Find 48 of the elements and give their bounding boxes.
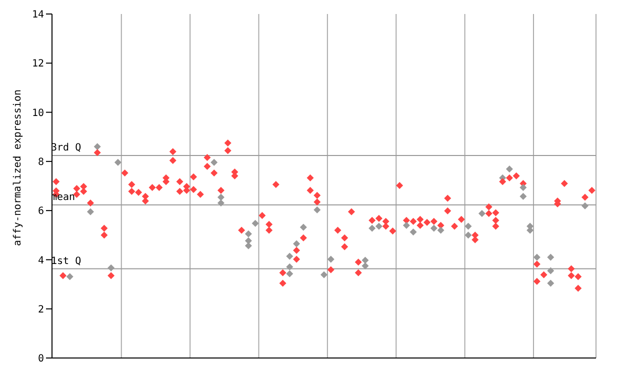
point [382, 222, 390, 230]
y-tick-label: 12 [32, 58, 44, 70]
point [266, 226, 273, 234]
point [224, 147, 232, 154]
point [210, 169, 218, 176]
point [204, 162, 211, 170]
point [492, 216, 500, 224]
y-tick-label: 0 [38, 354, 44, 365]
point [485, 210, 492, 218]
point [244, 242, 252, 250]
point [506, 174, 513, 182]
point [547, 280, 554, 287]
point [176, 188, 184, 195]
point [354, 269, 362, 276]
point [279, 280, 286, 287]
ref-line-label: 3rd Q [51, 142, 82, 154]
point [217, 199, 224, 206]
point [472, 236, 479, 244]
point [286, 270, 294, 278]
y-tick-label: 6 [38, 206, 44, 218]
ref-line-label: 1st Q [51, 256, 82, 267]
y-tick-label: 14 [32, 10, 44, 21]
point [520, 192, 527, 200]
point [128, 188, 136, 195]
y-tick-label: 10 [32, 108, 44, 119]
y-axis-title: affy-normalized expression [12, 89, 24, 246]
point [169, 156, 176, 164]
y-tick-label: 8 [38, 156, 44, 168]
point [444, 207, 452, 214]
point [568, 272, 575, 280]
y-tick-label: 2 [38, 304, 44, 316]
point [108, 272, 115, 280]
point [574, 284, 582, 292]
point [314, 198, 321, 206]
point [306, 186, 314, 194]
point [293, 246, 300, 254]
point [190, 186, 197, 193]
point [327, 266, 334, 274]
point [416, 222, 424, 229]
point [341, 243, 348, 250]
point [499, 178, 506, 186]
point [533, 260, 540, 268]
point [300, 234, 307, 242]
y-tick-label: 4 [38, 255, 44, 266]
point [314, 206, 321, 214]
point [94, 149, 101, 156]
point [100, 232, 108, 239]
point [80, 188, 88, 195]
